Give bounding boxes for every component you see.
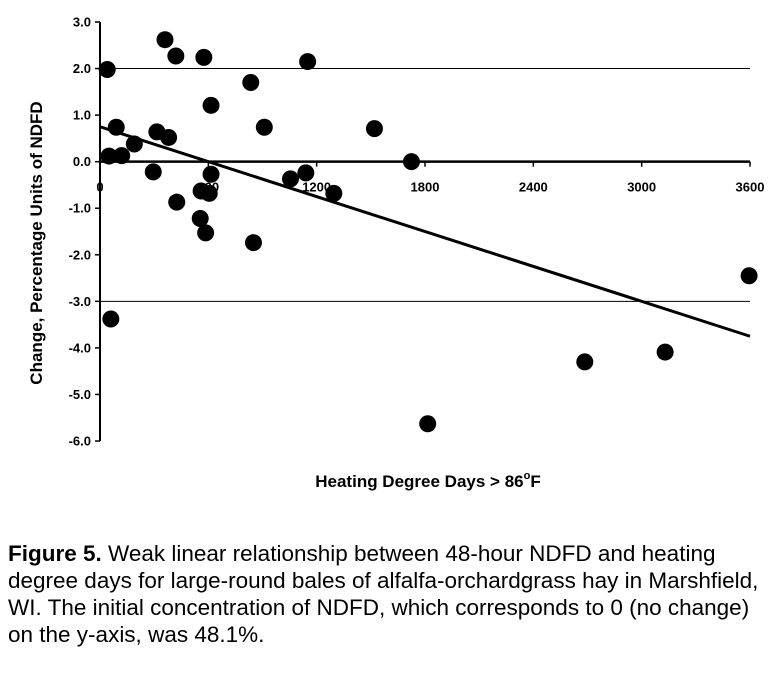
data-point — [202, 96, 220, 114]
y-tick-label: 0.0 — [73, 154, 91, 169]
x-tick-label: 1800 — [411, 180, 440, 195]
y-tick-label: -4.0 — [69, 340, 91, 355]
data-point — [325, 184, 343, 202]
data-point — [576, 353, 594, 371]
data-point — [242, 74, 260, 92]
chart: 3.02.01.00.0-1.0-2.0-3.0-4.0-5.0-6.0 060… — [27, 15, 765, 492]
y-axis-label: Change, Percentage Units of NDFD — [27, 101, 46, 384]
x-axis-label-main: Heating Degree Days > 86 — [315, 472, 523, 491]
y-tick-label: 2.0 — [73, 61, 91, 76]
x-tick-label: 2400 — [519, 180, 548, 195]
trendline — [99, 125, 751, 338]
y-tick-label: -2.0 — [69, 247, 91, 262]
y-tick-label: 3.0 — [73, 15, 91, 30]
data-point — [98, 60, 116, 78]
data-point — [100, 147, 118, 165]
data-point — [144, 163, 162, 181]
x-tick-label: 0 — [96, 180, 103, 195]
y-tick-label: 1.0 — [73, 108, 91, 123]
data-point — [102, 310, 120, 328]
data-point — [656, 343, 674, 361]
data-point — [740, 267, 758, 285]
figure-caption: Figure 5. Weak linear relationship betwe… — [8, 540, 768, 648]
data-point — [365, 120, 383, 138]
data-point — [402, 153, 420, 171]
x-axis-label-degree: o — [524, 470, 531, 482]
y-tick-label: -3.0 — [69, 294, 91, 309]
data-point — [200, 184, 218, 202]
x-axis-label-unit: F — [530, 472, 540, 491]
x-tick-label: 3600 — [736, 180, 765, 195]
data-point — [195, 48, 213, 66]
data-point — [167, 47, 185, 65]
x-tick-label: 1200 — [302, 180, 331, 195]
y-tick-label: -1.0 — [69, 201, 91, 216]
x-axis-label: Heating Degree Days > 86oF — [315, 470, 540, 491]
data-point — [168, 193, 186, 211]
data-point — [160, 128, 178, 146]
data-point — [255, 118, 273, 136]
data-point — [191, 209, 209, 227]
data-point — [202, 165, 220, 183]
data-point — [297, 164, 315, 182]
data-point — [197, 224, 215, 242]
data-point — [299, 53, 317, 71]
y-ticks: 3.0 2.0 1.0 0.0 -1.0 -2.0 -3.0 -4.0 -5.0 -6.0 — [69, 15, 100, 449]
data-point — [419, 415, 437, 433]
figure-label: Figure 5. — [8, 541, 102, 566]
data-point — [244, 234, 262, 252]
y-tick-label: -6.0 — [69, 434, 91, 449]
data-point — [156, 31, 174, 49]
x-tick-label: 3000 — [627, 180, 656, 195]
data-points — [98, 31, 758, 433]
data-point — [281, 170, 299, 188]
data-point — [113, 147, 131, 165]
y-tick-label: -5.0 — [69, 387, 91, 402]
caption-text: Weak linear relationship between 48-hour… — [8, 541, 759, 647]
